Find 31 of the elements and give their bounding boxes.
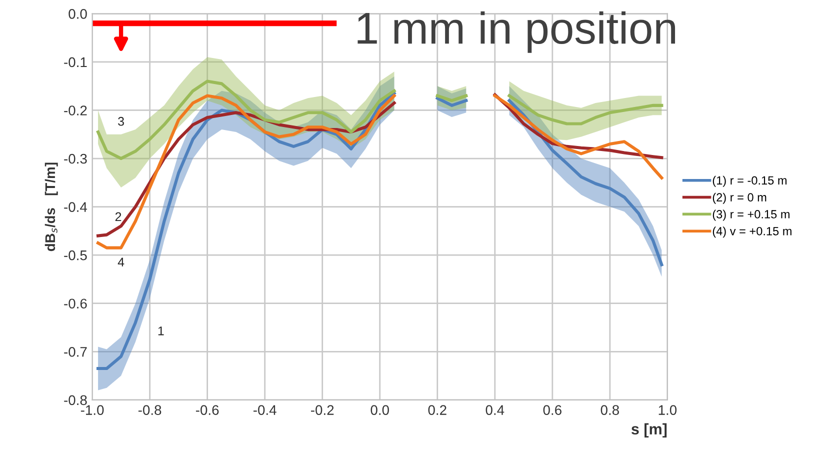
legend-label: (4) v = +0.15 m <box>712 226 792 238</box>
x-tick-label: -1.0 <box>80 405 104 415</box>
y-tick-label: -0.6 <box>64 298 87 309</box>
x-tick-label: 1.0 <box>658 405 677 415</box>
x-tick-label: 0.2 <box>428 405 446 415</box>
annotation: 2 <box>115 212 122 222</box>
y-tick-label: -0.8 <box>64 395 87 406</box>
y-tick-label: -0.4 <box>64 202 88 212</box>
x-tick-label: 0.4 <box>486 405 504 415</box>
y-axis-title: dB$_{s}$/ds [T/m] <box>44 162 58 252</box>
annotation: 1 <box>158 326 164 336</box>
y-tick-label: -0.3 <box>64 154 87 164</box>
legend-label: (3) r = +0.15 m <box>712 210 790 221</box>
annotation: 1 mm in position <box>358 11 676 53</box>
y-tick-label: -0.2 <box>64 106 87 116</box>
annotation: 4 <box>118 258 124 266</box>
legend-label: (1) r = -0.15 m <box>712 176 786 187</box>
y-tick-label: -0.7 <box>64 346 87 357</box>
x-tick-label: -0.2 <box>311 405 334 415</box>
x-tick-label: 0.8 <box>600 405 619 415</box>
x-tick-label: 0.0 <box>370 405 389 415</box>
x-tick-label: -0.8 <box>138 405 162 415</box>
x-tick-label: -0.6 <box>196 405 219 415</box>
x-axis-title: s [m] <box>631 423 667 438</box>
y-tick-label: -0.1 <box>64 57 87 68</box>
y-tick-label: -0.5 <box>64 250 87 260</box>
legend-label: (2) r = 0 m <box>712 192 766 204</box>
x-tick-label: 0.6 <box>543 405 562 415</box>
y-tick-label: 0.0 <box>68 9 87 19</box>
x-tick-label: -0.4 <box>253 405 276 415</box>
annotation: 3 <box>118 116 124 126</box>
